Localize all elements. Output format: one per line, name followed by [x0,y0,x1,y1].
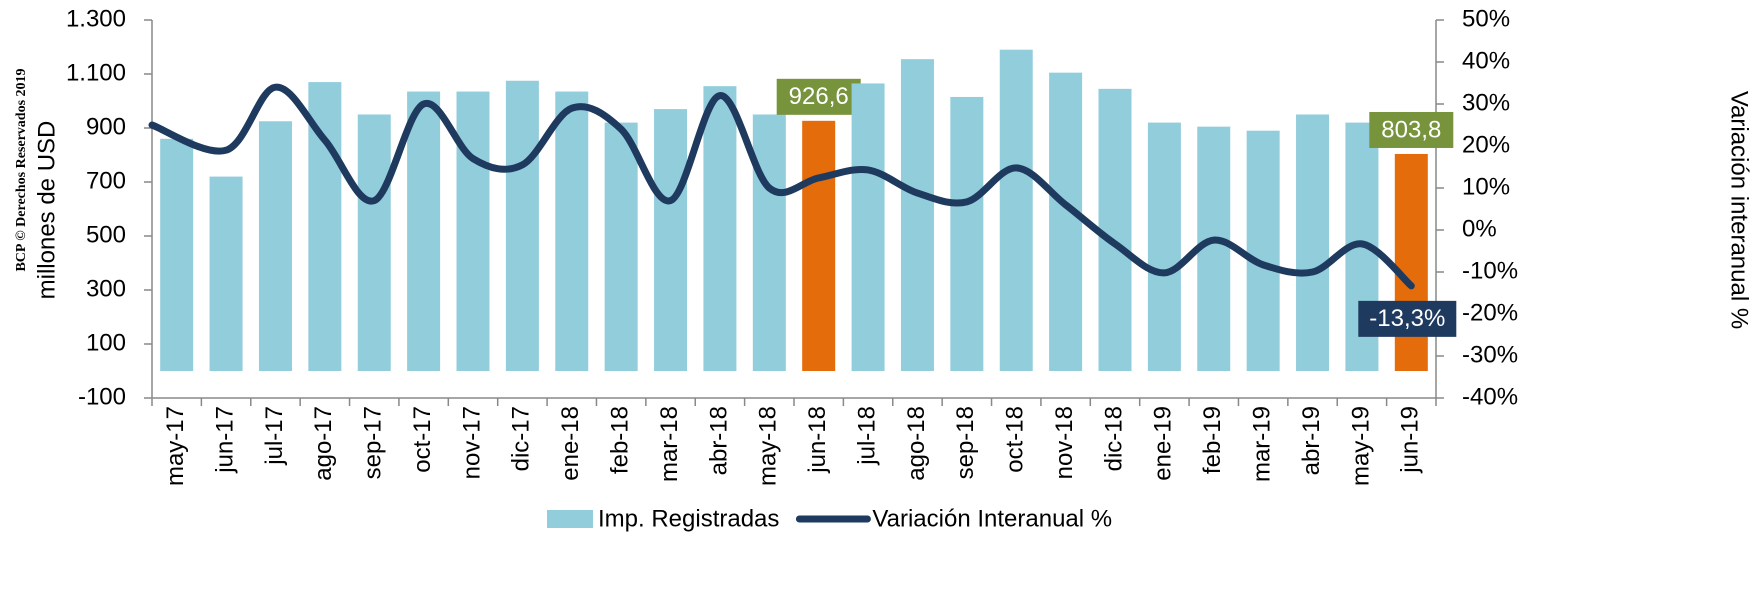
y2-tick-label: -40% [1462,383,1518,410]
y2-tick-label: -30% [1462,341,1518,368]
legend-swatch [547,510,593,528]
y2-axis-title: Variación interanual % [1726,91,1750,329]
bar [900,59,934,372]
bar [1246,130,1280,371]
bar [258,121,292,371]
bar [357,114,391,371]
x-tick-label: ene-18 [557,406,584,481]
watermark: BCP © Derechos Reservados 2019 [14,68,29,271]
x-tick-label: dic-18 [1100,406,1127,471]
value-label: 926,6 [789,83,849,110]
bar [456,91,490,372]
x-tick-label: jul-17 [261,406,288,466]
bar [851,83,885,371]
y2-tick-label: 40% [1462,47,1510,74]
legend-label: Imp. Registradas [598,505,779,532]
y-tick-label: 1.100 [66,59,126,86]
bar [505,80,539,371]
bar [209,176,243,371]
value-label-box [776,78,861,115]
y-tick-label: 1.300 [66,5,126,32]
y-tick-label: -100 [78,383,126,410]
value-label-box [1358,300,1457,337]
x-tick-label: nov-17 [458,406,485,479]
x-tick-label: oct-18 [1002,406,1029,473]
x-tick-label: sep-17 [360,406,387,479]
value-label-box [1369,111,1454,148]
y2-tick-label: -20% [1462,299,1518,326]
x-tick-label: nov-18 [1051,406,1078,479]
x-tick-label: ago-17 [310,406,337,481]
bar [555,91,589,372]
y2-tick-label: 10% [1462,173,1510,200]
x-tick-label: dic-17 [508,406,535,471]
y2-tick-label: 50% [1462,5,1510,32]
bar [1049,72,1083,372]
bar [802,120,836,372]
y2-tick-label: 0% [1462,215,1497,242]
bar [950,96,984,371]
legend-label: Variación Interanual % [872,505,1112,532]
bar [654,109,688,371]
y2-tick-label: -10% [1462,257,1518,284]
bar [1394,153,1428,371]
y-axis-title: millones de USD [33,121,60,300]
x-tick-label: mar-18 [656,406,683,482]
bar [407,91,441,372]
bar [1296,114,1330,371]
value-label: 803,8 [1381,116,1441,143]
x-tick-label: abr-19 [1298,406,1325,475]
y2-tick-label: 20% [1462,131,1510,158]
x-tick-label: jun-18 [804,406,831,474]
x-tick-label: mar-19 [1248,406,1275,482]
x-tick-label: oct-17 [409,406,436,473]
line [148,83,1415,290]
x-tick-label: may-17 [162,406,189,486]
y-tick-label: 700 [86,167,126,194]
bar [604,122,638,371]
x-tick-label: may-18 [755,406,782,486]
bar [1098,88,1132,371]
x-tick-label: jun-17 [211,406,238,474]
y-tick-label: 900 [86,113,126,140]
bar [703,86,737,372]
y-tick-label: 300 [86,275,126,302]
x-tick-label: sep-18 [952,406,979,479]
x-tick-label: ago-18 [903,406,930,481]
bar [160,138,194,371]
y2-tick-label: 30% [1462,89,1510,116]
x-tick-label: jul-18 [853,406,880,466]
y-tick-label: 500 [86,221,126,248]
bar [1147,122,1181,371]
value-label: -13,3% [1369,305,1445,332]
bar [752,114,786,371]
x-tick-label: abr-18 [705,406,732,475]
x-tick-label: feb-19 [1199,406,1226,474]
y-tick-label: 100 [86,329,126,356]
x-tick-label: feb-18 [606,406,633,474]
bar [999,49,1033,371]
x-tick-label: jun-19 [1397,406,1424,474]
x-tick-label: may-19 [1347,406,1374,486]
x-tick-label: ene-19 [1150,406,1177,481]
